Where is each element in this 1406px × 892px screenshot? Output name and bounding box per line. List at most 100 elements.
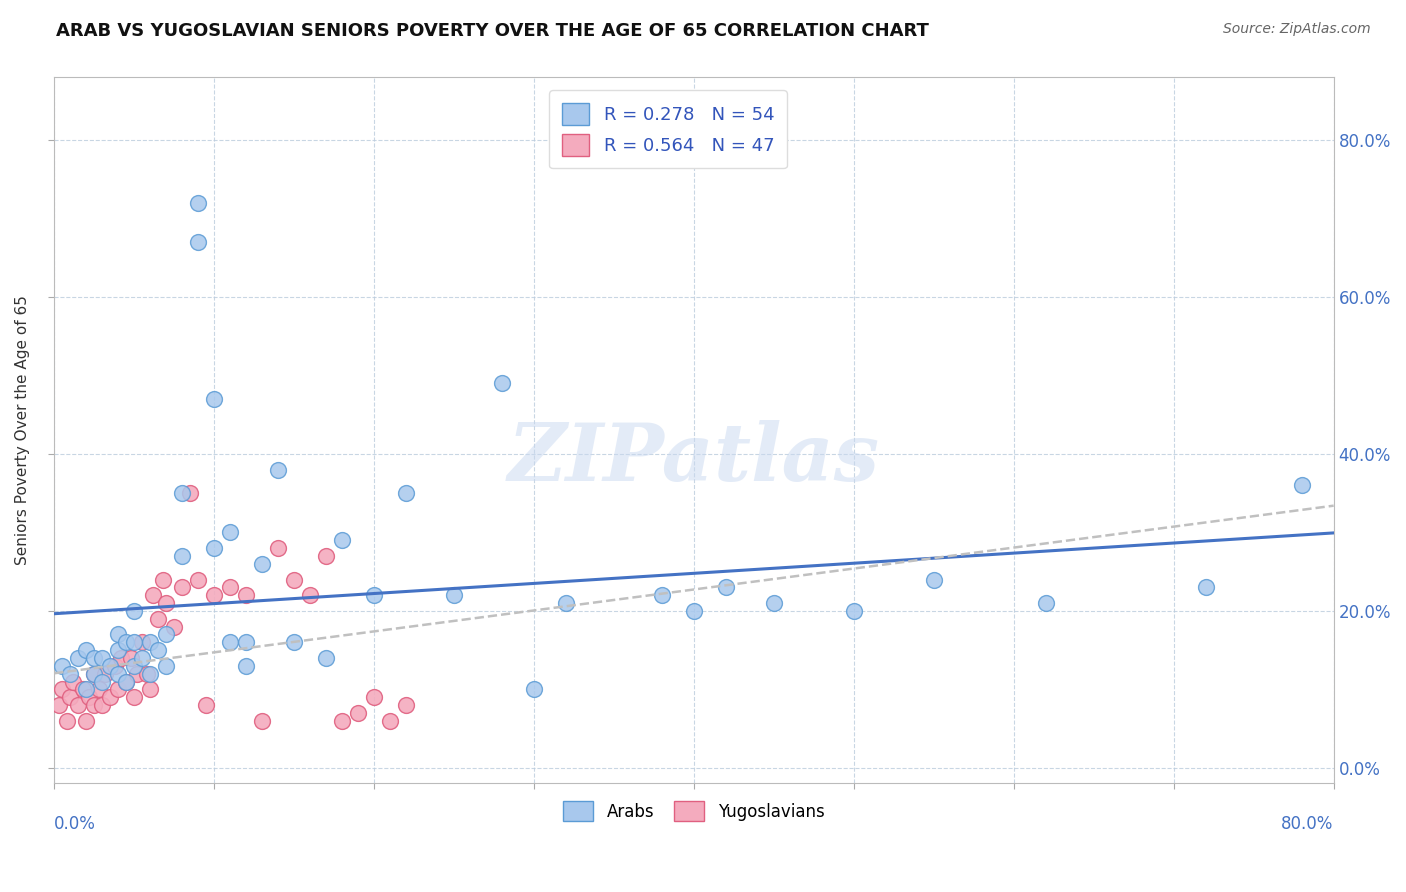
- Point: [107, 682, 129, 697]
- Point: [363, 690, 385, 705]
- Point: [75, 714, 97, 728]
- Point: [555, 596, 578, 610]
- Point: [235, 635, 257, 649]
- Point: [219, 580, 242, 594]
- Point: [139, 635, 162, 649]
- Point: [202, 541, 225, 556]
- Point: [87, 682, 110, 697]
- Point: [142, 588, 165, 602]
- Point: [187, 235, 209, 250]
- Point: [48, 698, 70, 712]
- Point: [651, 588, 673, 602]
- Legend: Arabs, Yugoslavians: Arabs, Yugoslavians: [557, 795, 831, 828]
- Point: [67, 651, 90, 665]
- Point: [1195, 580, 1218, 594]
- Point: [1035, 596, 1057, 610]
- Point: [299, 588, 322, 602]
- Point: [122, 690, 145, 705]
- Point: [98, 658, 121, 673]
- Point: [148, 612, 170, 626]
- Point: [115, 674, 138, 689]
- Point: [250, 557, 273, 571]
- Point: [83, 698, 105, 712]
- Point: [122, 604, 145, 618]
- Point: [219, 525, 242, 540]
- Point: [202, 392, 225, 406]
- Point: [122, 658, 145, 673]
- Point: [139, 666, 162, 681]
- Point: [714, 580, 737, 594]
- Point: [842, 604, 865, 618]
- Point: [219, 635, 242, 649]
- Point: [91, 698, 114, 712]
- Point: [347, 706, 370, 720]
- Text: ARAB VS YUGOSLAVIAN SENIORS POVERTY OVER THE AGE OF 65 CORRELATION CHART: ARAB VS YUGOSLAVIAN SENIORS POVERTY OVER…: [56, 22, 929, 40]
- Point: [172, 580, 194, 594]
- Point: [195, 698, 218, 712]
- Point: [491, 376, 513, 391]
- Point: [51, 682, 73, 697]
- Point: [120, 651, 142, 665]
- Point: [172, 486, 194, 500]
- Point: [395, 486, 418, 500]
- Point: [395, 698, 418, 712]
- Point: [107, 627, 129, 641]
- Point: [163, 619, 186, 633]
- Point: [131, 635, 153, 649]
- Point: [202, 588, 225, 602]
- Point: [283, 573, 305, 587]
- Point: [267, 463, 290, 477]
- Point: [115, 674, 138, 689]
- Point: [152, 573, 174, 587]
- Point: [523, 682, 546, 697]
- Point: [187, 573, 209, 587]
- Point: [235, 658, 257, 673]
- Y-axis label: Seniors Poverty Over the Age of 65: Seniors Poverty Over the Age of 65: [15, 295, 30, 566]
- Point: [378, 714, 401, 728]
- Point: [283, 635, 305, 649]
- Point: [235, 588, 257, 602]
- Point: [115, 635, 138, 649]
- Point: [172, 549, 194, 563]
- Text: Source: ZipAtlas.com: Source: ZipAtlas.com: [1223, 22, 1371, 37]
- Point: [94, 666, 117, 681]
- Point: [136, 666, 159, 681]
- Point: [315, 651, 337, 665]
- Point: [330, 533, 353, 548]
- Point: [110, 651, 132, 665]
- Point: [127, 666, 149, 681]
- Point: [443, 588, 465, 602]
- Point: [72, 682, 94, 697]
- Point: [363, 588, 385, 602]
- Point: [83, 651, 105, 665]
- Point: [330, 714, 353, 728]
- Point: [51, 658, 73, 673]
- Text: 0.0%: 0.0%: [55, 815, 96, 833]
- Point: [762, 596, 785, 610]
- Point: [104, 658, 127, 673]
- Point: [62, 674, 84, 689]
- Point: [155, 596, 177, 610]
- Point: [83, 666, 105, 681]
- Point: [83, 666, 105, 681]
- Text: ZIPatlas: ZIPatlas: [508, 420, 880, 498]
- Point: [250, 714, 273, 728]
- Point: [75, 682, 97, 697]
- Point: [107, 666, 129, 681]
- Point: [683, 604, 706, 618]
- Point: [107, 643, 129, 657]
- Text: 80.0%: 80.0%: [1281, 815, 1334, 833]
- Point: [56, 714, 79, 728]
- Point: [315, 549, 337, 563]
- Point: [148, 643, 170, 657]
- Point: [155, 658, 177, 673]
- Point: [1291, 478, 1313, 492]
- Point: [155, 627, 177, 641]
- Point: [79, 690, 101, 705]
- Point: [122, 635, 145, 649]
- Point: [91, 651, 114, 665]
- Point: [139, 682, 162, 697]
- Point: [75, 643, 97, 657]
- Point: [267, 541, 290, 556]
- Point: [922, 573, 945, 587]
